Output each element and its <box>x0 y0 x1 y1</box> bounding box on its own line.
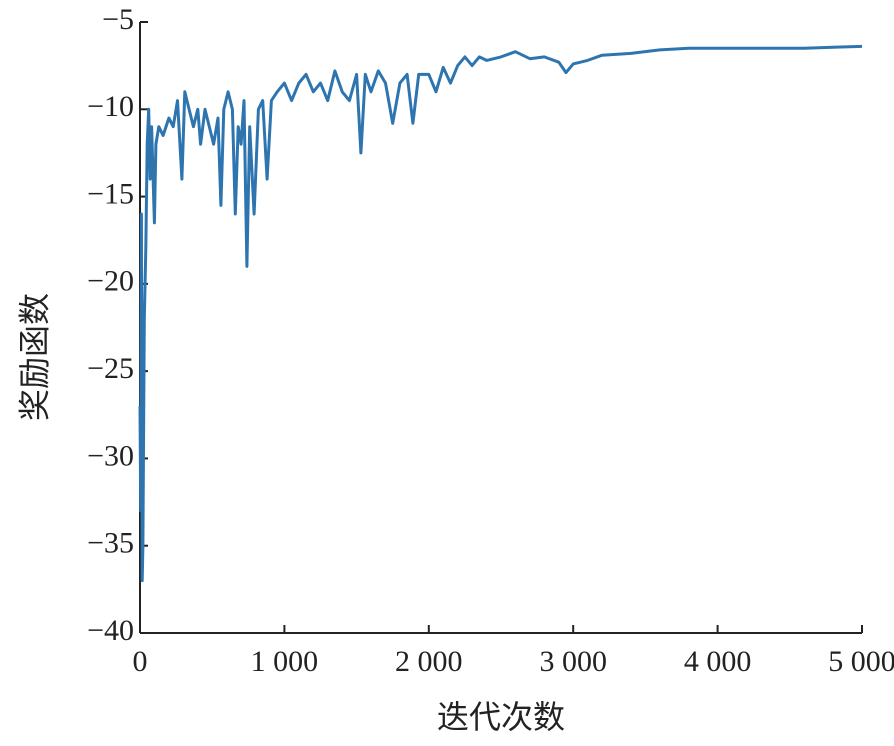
y-tick-label: −15 <box>87 177 134 210</box>
y-tick-label: −10 <box>87 90 134 123</box>
x-tick-label: 5 000 <box>828 645 894 678</box>
y-axis-label: 奖励函数 <box>16 293 52 421</box>
x-tick-label: 3 000 <box>539 645 607 678</box>
y-tick-label: −5 <box>102 3 134 36</box>
data-line <box>138 44 863 583</box>
x-tick-label: 2 000 <box>395 645 463 678</box>
x-tick-label: 0 <box>133 645 148 678</box>
y-tick-label: −40 <box>87 614 134 647</box>
x-tick-label: 4 000 <box>684 645 752 678</box>
y-tick-label: −25 <box>87 352 134 385</box>
y-tick-label: −30 <box>87 439 134 472</box>
x-axis-label: 迭代次数 <box>437 699 565 735</box>
y-tick-label: −20 <box>87 265 134 298</box>
y-tick-label: −35 <box>87 527 134 560</box>
x-tick-label: 1 000 <box>251 645 319 678</box>
